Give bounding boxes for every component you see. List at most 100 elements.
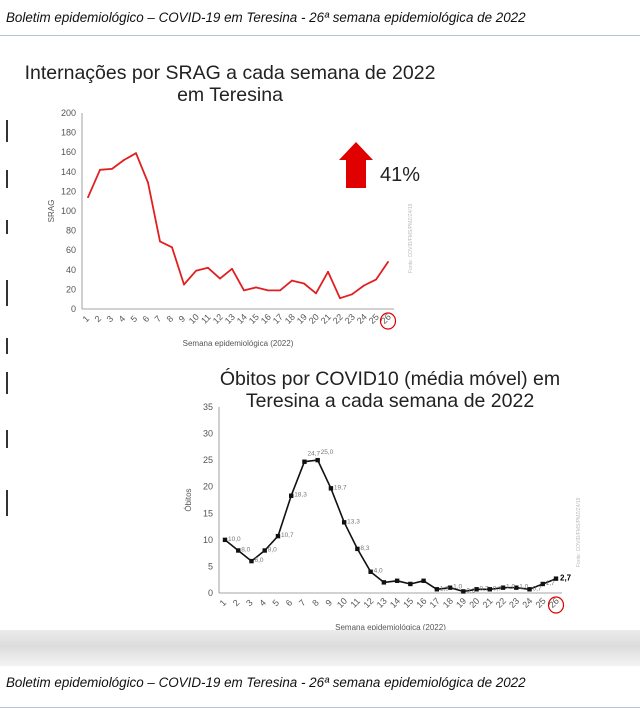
data-label: 0,7 (533, 585, 542, 592)
data-point (327, 270, 329, 273)
data-label: 18,3 (294, 492, 307, 499)
x-tick-label: 10 (335, 596, 349, 610)
data-label: 4,0 (374, 568, 383, 575)
y-tick-label: 0 (71, 304, 76, 314)
data-point (289, 493, 294, 498)
data-point (394, 578, 400, 583)
srag-y-axis-label: SRAG (47, 200, 56, 223)
data-label: 0,7 (493, 585, 502, 592)
side-decoration (0, 110, 10, 530)
obitos-x-axis-label: Semana epidemiológica (2022) (335, 623, 446, 632)
srag-x-axis-label: Semana epidemiológica (2022) (183, 339, 294, 348)
data-label: 0,3 (466, 587, 475, 594)
y-tick-label: 10 (203, 535, 213, 545)
data-point (135, 152, 137, 155)
data-point (231, 267, 233, 270)
data-label: 1,3 (440, 585, 449, 592)
x-tick-label: 5 (129, 314, 140, 325)
x-tick-label: 9 (177, 314, 188, 325)
srag-series-line (87, 152, 389, 300)
data-point (474, 587, 479, 592)
data-point (255, 286, 257, 289)
data-point (222, 537, 228, 543)
obitos-series-line (224, 459, 557, 593)
data-point (341, 520, 347, 525)
data-label: 8,3 (360, 545, 369, 552)
data-point (527, 587, 532, 592)
x-tick-label: 5 (271, 598, 282, 609)
data-point (351, 293, 353, 296)
data-point (363, 284, 365, 287)
data-label: 1,7 (546, 580, 555, 587)
up-arrow-icon (339, 142, 373, 188)
data-label: 24,7 (307, 451, 320, 458)
x-tick-label: 3 (105, 314, 116, 325)
y-tick-label: 160 (61, 147, 76, 157)
data-label: 8,0 (241, 546, 250, 553)
y-tick-label: 200 (61, 108, 76, 118)
x-tick-label: 1 (81, 314, 92, 325)
data-point (303, 282, 305, 285)
data-label: 13,3 (347, 518, 360, 525)
y-tick-label: 80 (66, 226, 76, 236)
y-tick-label: 40 (66, 265, 76, 275)
page-separator (0, 630, 640, 666)
x-tick-label: 4 (257, 598, 268, 609)
data-point (408, 581, 413, 587)
data-point (355, 546, 360, 552)
data-label: 10,0 (228, 536, 241, 543)
data-point (381, 580, 387, 585)
data-point (315, 457, 320, 463)
x-tick-label: 2 (93, 314, 104, 325)
obitos-chart-title: Óbitos por COVID10 (média móvel) em Tere… (219, 368, 561, 412)
data-label: 19,7 (334, 484, 347, 491)
x-tick-label: 8 (165, 314, 176, 325)
data-point (387, 261, 389, 263)
page-header: Boletim epidemiológico – COVID-19 em Ter… (0, 0, 640, 36)
data-point (553, 576, 559, 581)
x-tick-label: 6 (284, 598, 295, 609)
data-point (267, 289, 269, 292)
x-tick-label: 2 (231, 598, 242, 609)
data-point (514, 585, 519, 590)
data-point (159, 240, 161, 243)
y-tick-label: 35 (203, 402, 213, 412)
data-point (219, 277, 221, 280)
data-point (540, 581, 545, 587)
data-point (249, 558, 254, 564)
data-point (99, 168, 101, 171)
y-tick-label: 180 (61, 128, 76, 138)
x-tick-label: 3 (244, 598, 255, 609)
y-tick-label: 5 (208, 561, 213, 571)
data-point (195, 269, 197, 272)
srag-percent-change: 41% (380, 164, 420, 186)
data-point (171, 246, 173, 249)
y-tick-label: 30 (203, 429, 213, 439)
data-point (447, 585, 453, 590)
x-tick-label: 4 (117, 314, 128, 325)
data-point (500, 585, 506, 590)
data-label: 1,0 (453, 584, 462, 591)
obitos-highlight-circle (547, 596, 565, 614)
x-tick-label: 1 (218, 598, 229, 609)
x-tick-label: 6 (141, 314, 152, 325)
y-tick-label: 0 (208, 588, 213, 598)
data-label: 0,7 (480, 585, 489, 592)
y-tick-label: 25 (203, 455, 213, 465)
x-tick-label: 7 (153, 314, 164, 325)
page-header-next: Boletim epidemiológico – COVID-19 em Ter… (0, 666, 640, 708)
srag-source-note: Fonte: COVID/FMS/PMZ/Z4/19 (408, 203, 414, 273)
data-point (279, 289, 281, 292)
data-point (315, 292, 317, 295)
data-label: 6,0 (254, 557, 263, 564)
data-point (328, 486, 334, 491)
data-point (421, 578, 426, 583)
data-label: 1,0 (519, 584, 528, 591)
data-point (461, 589, 466, 594)
x-tick-label: 7 (297, 598, 308, 609)
data-point (339, 297, 341, 300)
data-point (87, 196, 89, 199)
y-tick-label: 100 (61, 206, 76, 216)
